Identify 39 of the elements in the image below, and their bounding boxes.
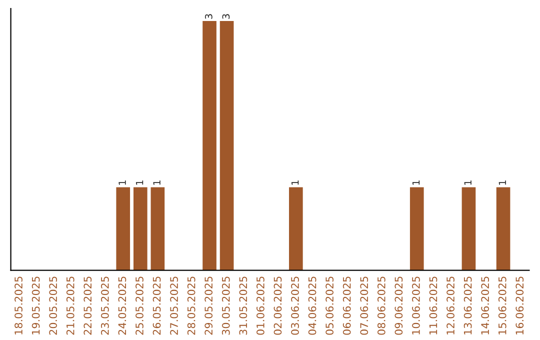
x-tick-label: 10.06.2025: [412, 276, 420, 334]
x-tick-label: 09.06.2025: [394, 276, 403, 335]
x-tick-label: 24.05.2025: [118, 276, 126, 335]
data-label: 1: [118, 180, 126, 185]
x-tick-label: 20.05.2025: [49, 276, 58, 335]
x-tick-label: 01.06.2025: [256, 276, 264, 335]
x-tick-label: 31.05.2025: [239, 276, 248, 335]
x-tick-label: 21.05.2025: [66, 276, 74, 335]
x-tick-label: 06.06.2025: [342, 276, 351, 335]
x-tick-label: 28.05.2025: [187, 276, 196, 335]
x-tick-label: 19.05.2025: [32, 276, 40, 334]
x-tick-label: 29.05.2025: [204, 276, 213, 335]
data-label: 1: [498, 180, 506, 185]
x-tick-label: 03.06.2025: [291, 276, 299, 335]
x-tick-label: 11.06.2025: [429, 276, 438, 334]
x-tick-label: 14.06.2025: [481, 276, 490, 334]
x-tick-label: 13.06.2025: [464, 276, 472, 334]
x-tick-label: 08.06.2025: [377, 276, 386, 335]
x-tick-label: 04.06.2025: [308, 276, 316, 335]
data-label: 3: [222, 14, 230, 19]
data-label: 1: [153, 180, 160, 185]
x-tick-label: 16.06.2025: [516, 276, 524, 334]
x-tick-label: 22.05.2025: [84, 276, 92, 335]
x-tick-label: 05.06.2025: [326, 276, 334, 335]
x-tick-label: 15.06.2025: [498, 276, 506, 334]
x-tick-label: 25.05.2025: [136, 276, 144, 335]
x-tick-label: 07.06.2025: [360, 276, 368, 335]
x-tick-label: 02.06.2025: [274, 276, 282, 335]
data-label: 1: [136, 180, 144, 185]
x-tick-label: 30.05.2025: [222, 276, 230, 335]
data-label: 1: [412, 180, 420, 185]
x-tick-label: 18.05.2025: [14, 276, 22, 334]
data-label: 1: [464, 180, 472, 185]
x-tick-label: 12.06.2025: [446, 276, 454, 334]
x-tick-label: 26.05.2025: [152, 276, 161, 335]
data-label: 3: [204, 14, 212, 19]
x-tick-label: 27.05.2025: [170, 276, 178, 335]
data-label: 1: [292, 180, 299, 185]
x-tick-label: 23.05.2025: [100, 276, 109, 335]
